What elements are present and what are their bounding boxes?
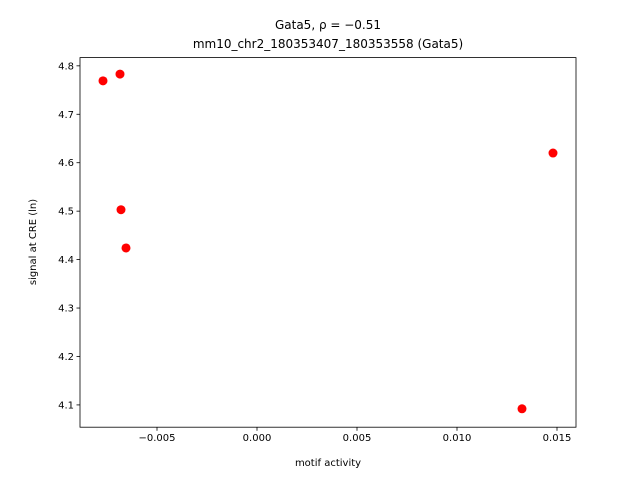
plot-frame [79,57,577,428]
chart-subtitle: mm10_chr2_180353407_180353558 (Gata5) [193,37,463,51]
x-axis-label: motif activity [295,458,361,469]
y-tick-label: 4.8 [58,61,74,72]
point [548,148,558,158]
y-axis-label: signal at CRE (ln) [28,199,39,285]
y-tick-label: 4.7 [58,110,74,121]
chart-title: Gata5, ρ = −0.51 [275,18,381,32]
x-tick-label: 0.005 [343,433,372,444]
point [98,76,108,86]
point [115,69,125,79]
y-tick-label: 4.6 [58,158,74,169]
point [121,243,131,253]
point [517,404,527,414]
y-tick-label: 4.1 [58,400,74,411]
y-tick-label: 4.4 [58,255,74,266]
x-tick-label: 0.000 [243,433,272,444]
x-tick-label: −0.005 [138,433,175,444]
x-tick-label: 0.010 [443,433,472,444]
y-tick-label: 4.2 [58,352,74,363]
y-tick-label: 4.5 [58,207,74,218]
point [116,205,126,215]
x-tick-label: 0.015 [543,433,572,444]
y-tick-label: 4.3 [58,304,74,315]
